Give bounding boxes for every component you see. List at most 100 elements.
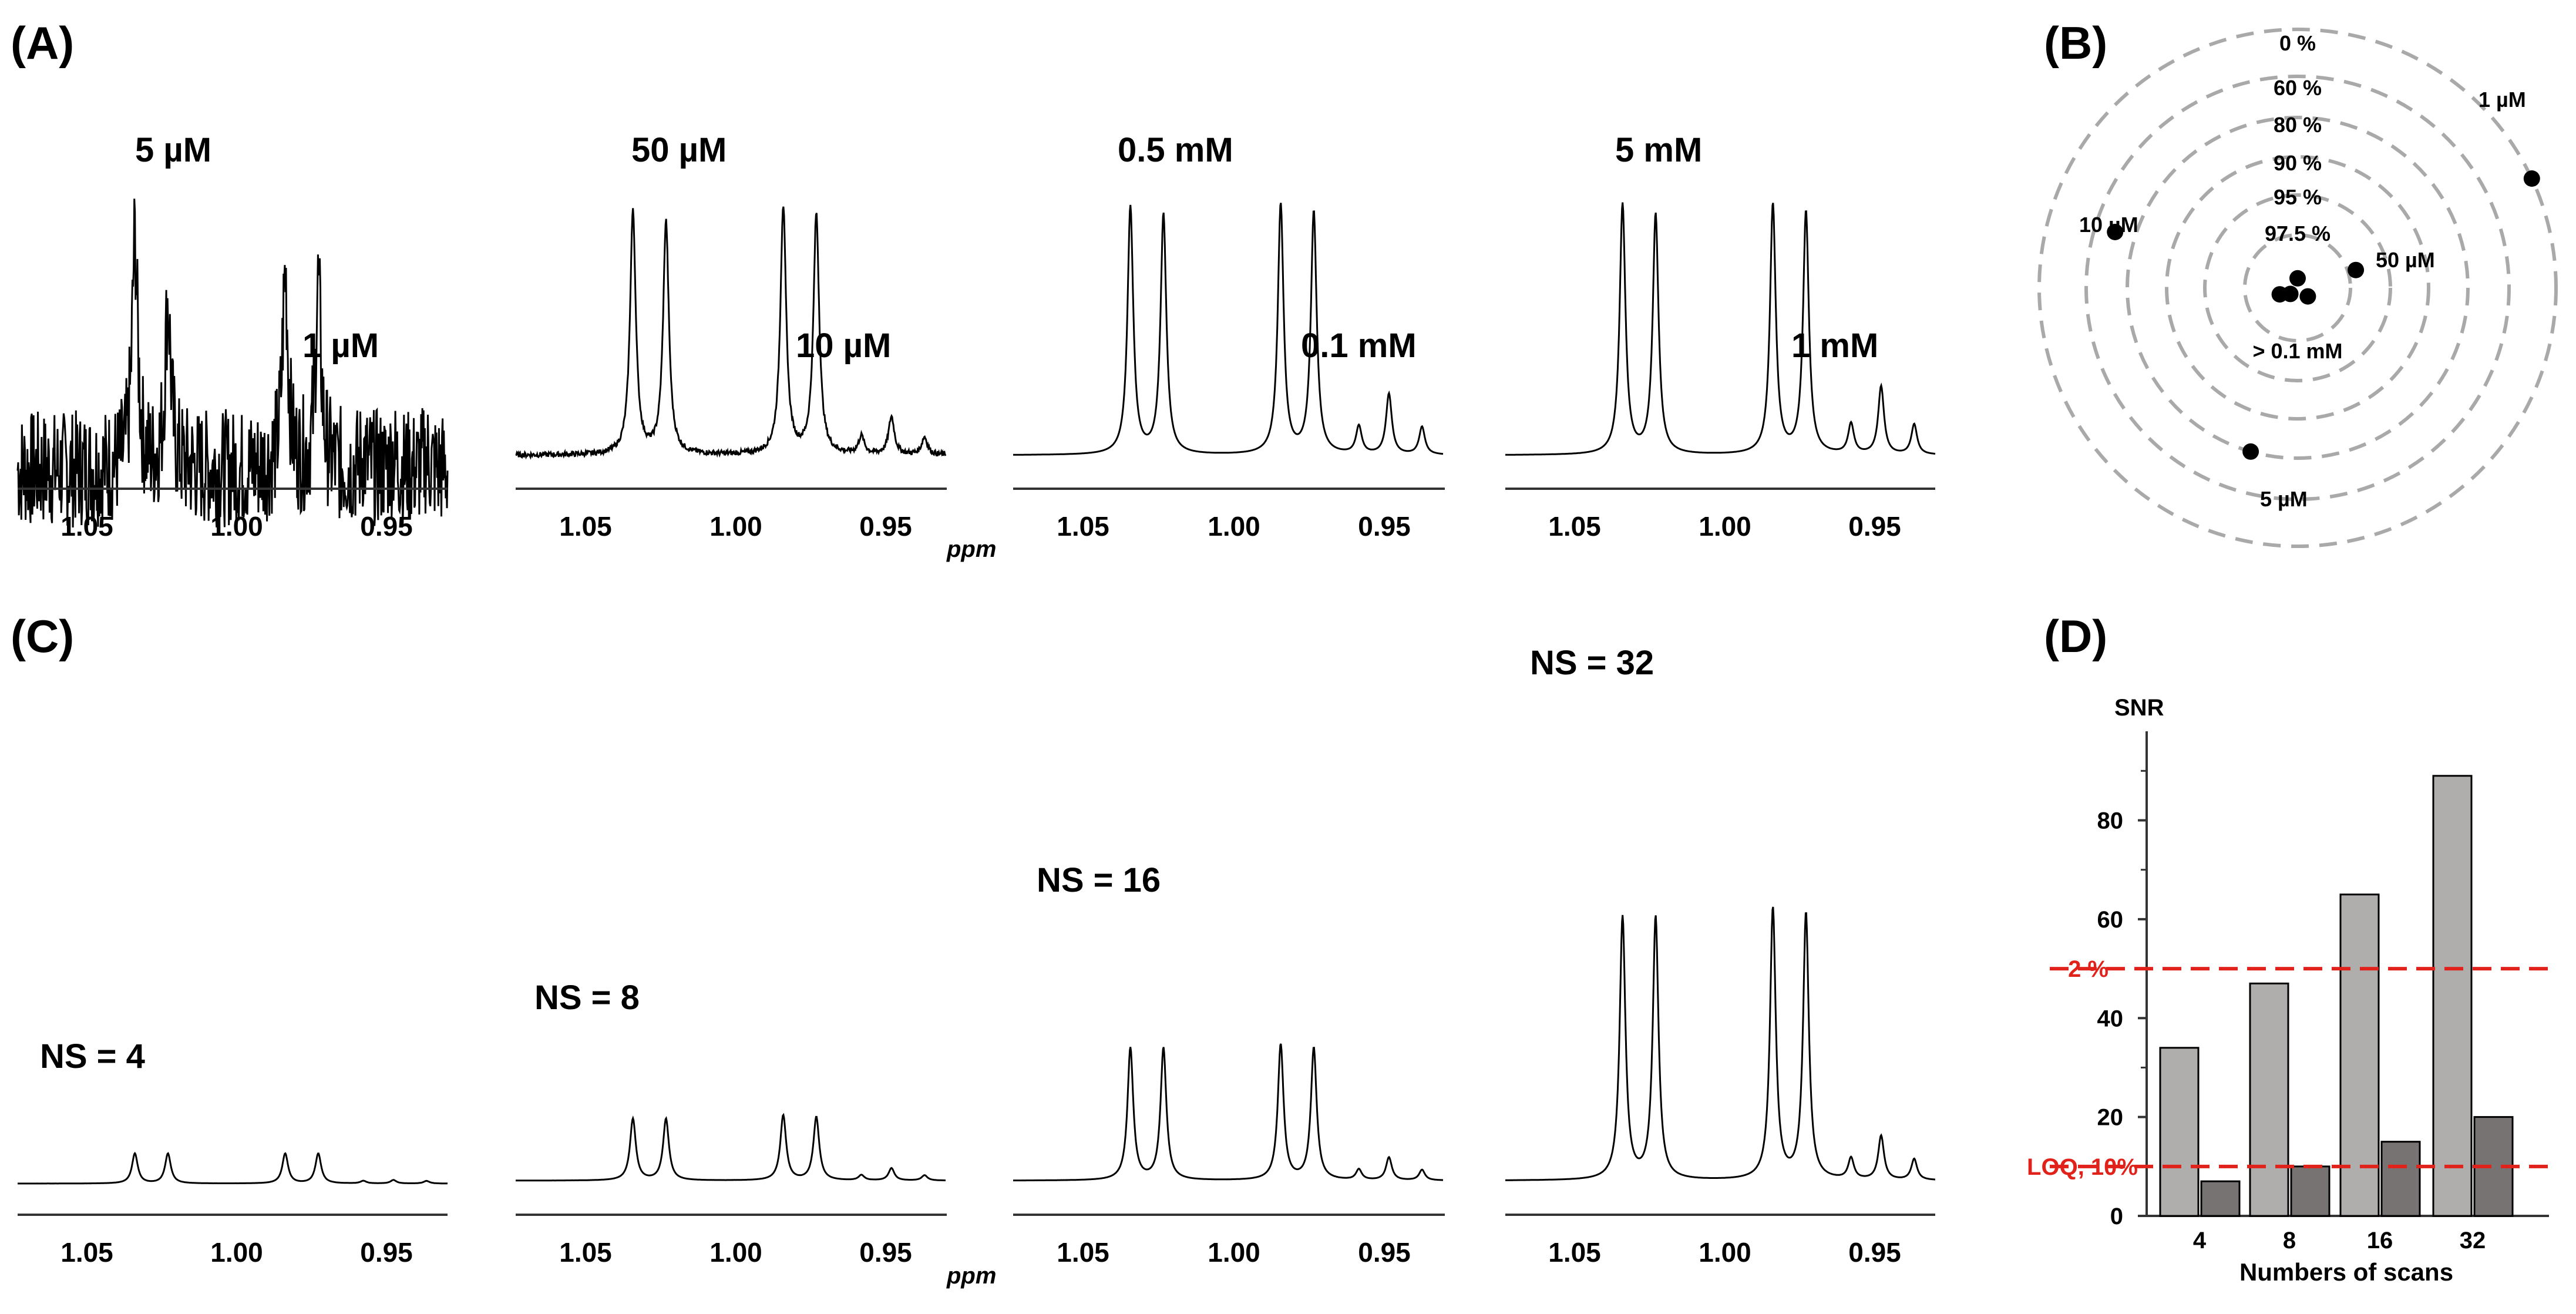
spectrum-inner-label-1mM: 1 mM bbox=[1791, 327, 1878, 365]
ppm-axis-label-a: ppm bbox=[946, 536, 996, 562]
spectrum-0.5mM: 0.5 mM 0.1 mM 1.05 1.00 0.95 bbox=[1013, 131, 1445, 542]
spectrum-trace-5uM bbox=[16, 199, 449, 528]
target-point-high-4 bbox=[2299, 288, 2316, 305]
spectrum-trace-5mM bbox=[1505, 202, 1936, 456]
target-point-50uM bbox=[2348, 261, 2365, 278]
tick-label-1.00: 1.00 bbox=[709, 511, 762, 542]
tick-label-1.00: 1.00 bbox=[1699, 1237, 1751, 1268]
spectrum-label-50uM: 50 µM bbox=[631, 131, 727, 169]
tick-label-1.05: 1.05 bbox=[559, 511, 612, 542]
spectrum-trace-0.5mM bbox=[1013, 203, 1444, 456]
tick-label-1.05: 1.05 bbox=[559, 1237, 612, 1268]
spectrum-trace-ns16 bbox=[1013, 1043, 1443, 1182]
panel-label-c: (C) bbox=[11, 610, 74, 662]
panel-c-scans-spectra: NS = 4 1.05 1.00 0.95 NS = 8 1.05 1.00 0… bbox=[18, 644, 1935, 1289]
ring-label-0-percent: 0 % bbox=[2279, 31, 2316, 55]
y-axis-title-snr: SNR bbox=[2114, 695, 2164, 721]
bar-series1-16 bbox=[2339, 893, 2380, 1217]
target-point-high-1 bbox=[2289, 270, 2306, 287]
tick-label-1.00: 1.00 bbox=[210, 1237, 263, 1268]
panel-a-concentration-spectra: 5 µM 1 µM 1.05 1.00 0.95 50 µM 10 µM 1.0… bbox=[16, 131, 1936, 562]
reference-label-2-percent: 2 % bbox=[2068, 956, 2108, 982]
ring-97.5-percent bbox=[2243, 233, 2352, 342]
bar-series1-8 bbox=[2249, 982, 2289, 1217]
bar-series2-16 bbox=[2380, 1141, 2421, 1217]
target-point-5uM bbox=[2242, 443, 2259, 460]
ring-label-60-percent: 60 % bbox=[2274, 76, 2322, 100]
tick-label-0.95: 0.95 bbox=[1358, 1237, 1411, 1268]
spectrum-5uM: 5 µM 1 µM 1.05 1.00 0.95 bbox=[16, 131, 449, 542]
target-point-1uM bbox=[2523, 170, 2540, 187]
tick-label-0.95: 0.95 bbox=[859, 511, 912, 542]
tick-label-1.00: 1.00 bbox=[1208, 1237, 1260, 1268]
y-tick-label-80: 80 bbox=[2097, 808, 2124, 834]
panel-d-snr-bar-chart: SNR 0 20 40 60 80 2 % LOQ, 10% 4 8 16 32 bbox=[2027, 695, 2552, 1286]
spectrum-trace-ns4 bbox=[18, 1151, 448, 1185]
spectrum-ns4: NS = 4 1.05 1.00 0.95 bbox=[18, 1037, 448, 1268]
y-tick-label-0: 0 bbox=[2110, 1204, 2123, 1229]
panel-label-d: (D) bbox=[2044, 610, 2107, 662]
y-tick-label-40: 40 bbox=[2097, 1006, 2124, 1031]
point-label-50uM: 50 µM bbox=[2376, 248, 2435, 272]
tick-label-1.00: 1.00 bbox=[709, 1237, 762, 1268]
tick-label-1.05: 1.05 bbox=[1548, 511, 1601, 542]
spectrum-inner-label-0.1mM: 0.1 mM bbox=[1301, 327, 1417, 365]
tick-label-0.95: 0.95 bbox=[1848, 1237, 1901, 1268]
bar-series2-8 bbox=[2290, 1165, 2330, 1217]
reference-label-loq: LOQ, 10% bbox=[2027, 1154, 2138, 1180]
spectrum-ns16: NS = 16 1.05 1.00 0.95 bbox=[1013, 861, 1445, 1268]
tick-label-1.05: 1.05 bbox=[1548, 1237, 1601, 1268]
spectrum-trace-ns8 bbox=[516, 1113, 946, 1182]
spectrum-ns32: NS = 32 1.05 1.00 0.95 bbox=[1505, 644, 1935, 1268]
bar-series1-32 bbox=[2432, 775, 2473, 1217]
tick-label-1.00: 1.00 bbox=[1208, 511, 1260, 542]
target-point-high-3 bbox=[2282, 285, 2299, 303]
target-point-10uM bbox=[2107, 224, 2124, 240]
spectrum-trace-ns32 bbox=[1505, 906, 1935, 1181]
x-axis-title: Numbers of scans bbox=[2239, 1258, 2453, 1286]
spectrum-ns8: NS = 8 1.05 1.00 0.95 ppm bbox=[516, 979, 996, 1289]
tick-label-1.00: 1.00 bbox=[1699, 511, 1751, 542]
tick-label-0.95: 0.95 bbox=[859, 1237, 912, 1268]
spectrum-5mM: 5 mM 1 mM 1.05 1.00 0.95 bbox=[1505, 131, 1936, 542]
tick-label-0.95: 0.95 bbox=[360, 511, 413, 542]
x-tick-label-4: 4 bbox=[2193, 1228, 2207, 1253]
tick-label-1.05: 1.05 bbox=[1057, 1237, 1109, 1268]
spectrum-label-ns16: NS = 16 bbox=[1037, 861, 1161, 899]
tick-label-1.05: 1.05 bbox=[60, 1237, 113, 1268]
spectrum-label-ns8: NS = 8 bbox=[534, 979, 640, 1017]
point-label-5uM: 5 µM bbox=[2260, 487, 2308, 511]
ppm-axis-label-c: ppm bbox=[946, 1263, 996, 1289]
spectrum-label-5uM: 5 µM bbox=[135, 131, 211, 169]
center-label: > 0.1 mM bbox=[2252, 339, 2342, 363]
tick-label-0.95: 0.95 bbox=[1848, 511, 1901, 542]
spectrum-label-0.5mM: 0.5 mM bbox=[1118, 131, 1233, 169]
x-tick-label-32: 32 bbox=[2460, 1228, 2486, 1253]
tick-label-0.95: 0.95 bbox=[1358, 511, 1411, 542]
tick-label-1.05: 1.05 bbox=[60, 511, 113, 542]
bar-series1-4 bbox=[2159, 1047, 2200, 1217]
ring-95-percent bbox=[2203, 193, 2392, 382]
ring-90-percent bbox=[2165, 155, 2430, 421]
ring-60-percent bbox=[2084, 75, 2511, 501]
bar-series2-4 bbox=[2200, 1180, 2241, 1217]
tick-label-1.05: 1.05 bbox=[1057, 511, 1109, 542]
tick-label-0.95: 0.95 bbox=[360, 1237, 413, 1268]
y-tick-label-20: 20 bbox=[2097, 1105, 2124, 1131]
panel-label-b: (B) bbox=[2044, 17, 2107, 69]
tick-label-1.00: 1.00 bbox=[210, 511, 263, 542]
point-label-1uM: 1 µM bbox=[2479, 88, 2526, 112]
y-tick-label-60: 60 bbox=[2097, 907, 2124, 933]
spectrum-trace-50uM bbox=[515, 206, 947, 460]
x-tick-label-8: 8 bbox=[2283, 1228, 2296, 1253]
spectrum-label-5mM: 5 mM bbox=[1615, 131, 1702, 169]
ring-label-90-percent: 90 % bbox=[2274, 151, 2322, 175]
ring-label-97.5-percent: 97.5 % bbox=[2265, 221, 2330, 246]
ring-0-percent bbox=[2037, 28, 2558, 548]
spectrum-50uM: 50 µM 10 µM 1.05 1.00 0.95 ppm bbox=[515, 131, 996, 562]
ring-label-80-percent: 80 % bbox=[2274, 113, 2322, 137]
spectrum-label-ns4: NS = 4 bbox=[40, 1037, 145, 1076]
spectrum-inner-label-10uM: 10 µM bbox=[796, 327, 891, 365]
ring-label-95-percent: 95 % bbox=[2274, 185, 2322, 209]
